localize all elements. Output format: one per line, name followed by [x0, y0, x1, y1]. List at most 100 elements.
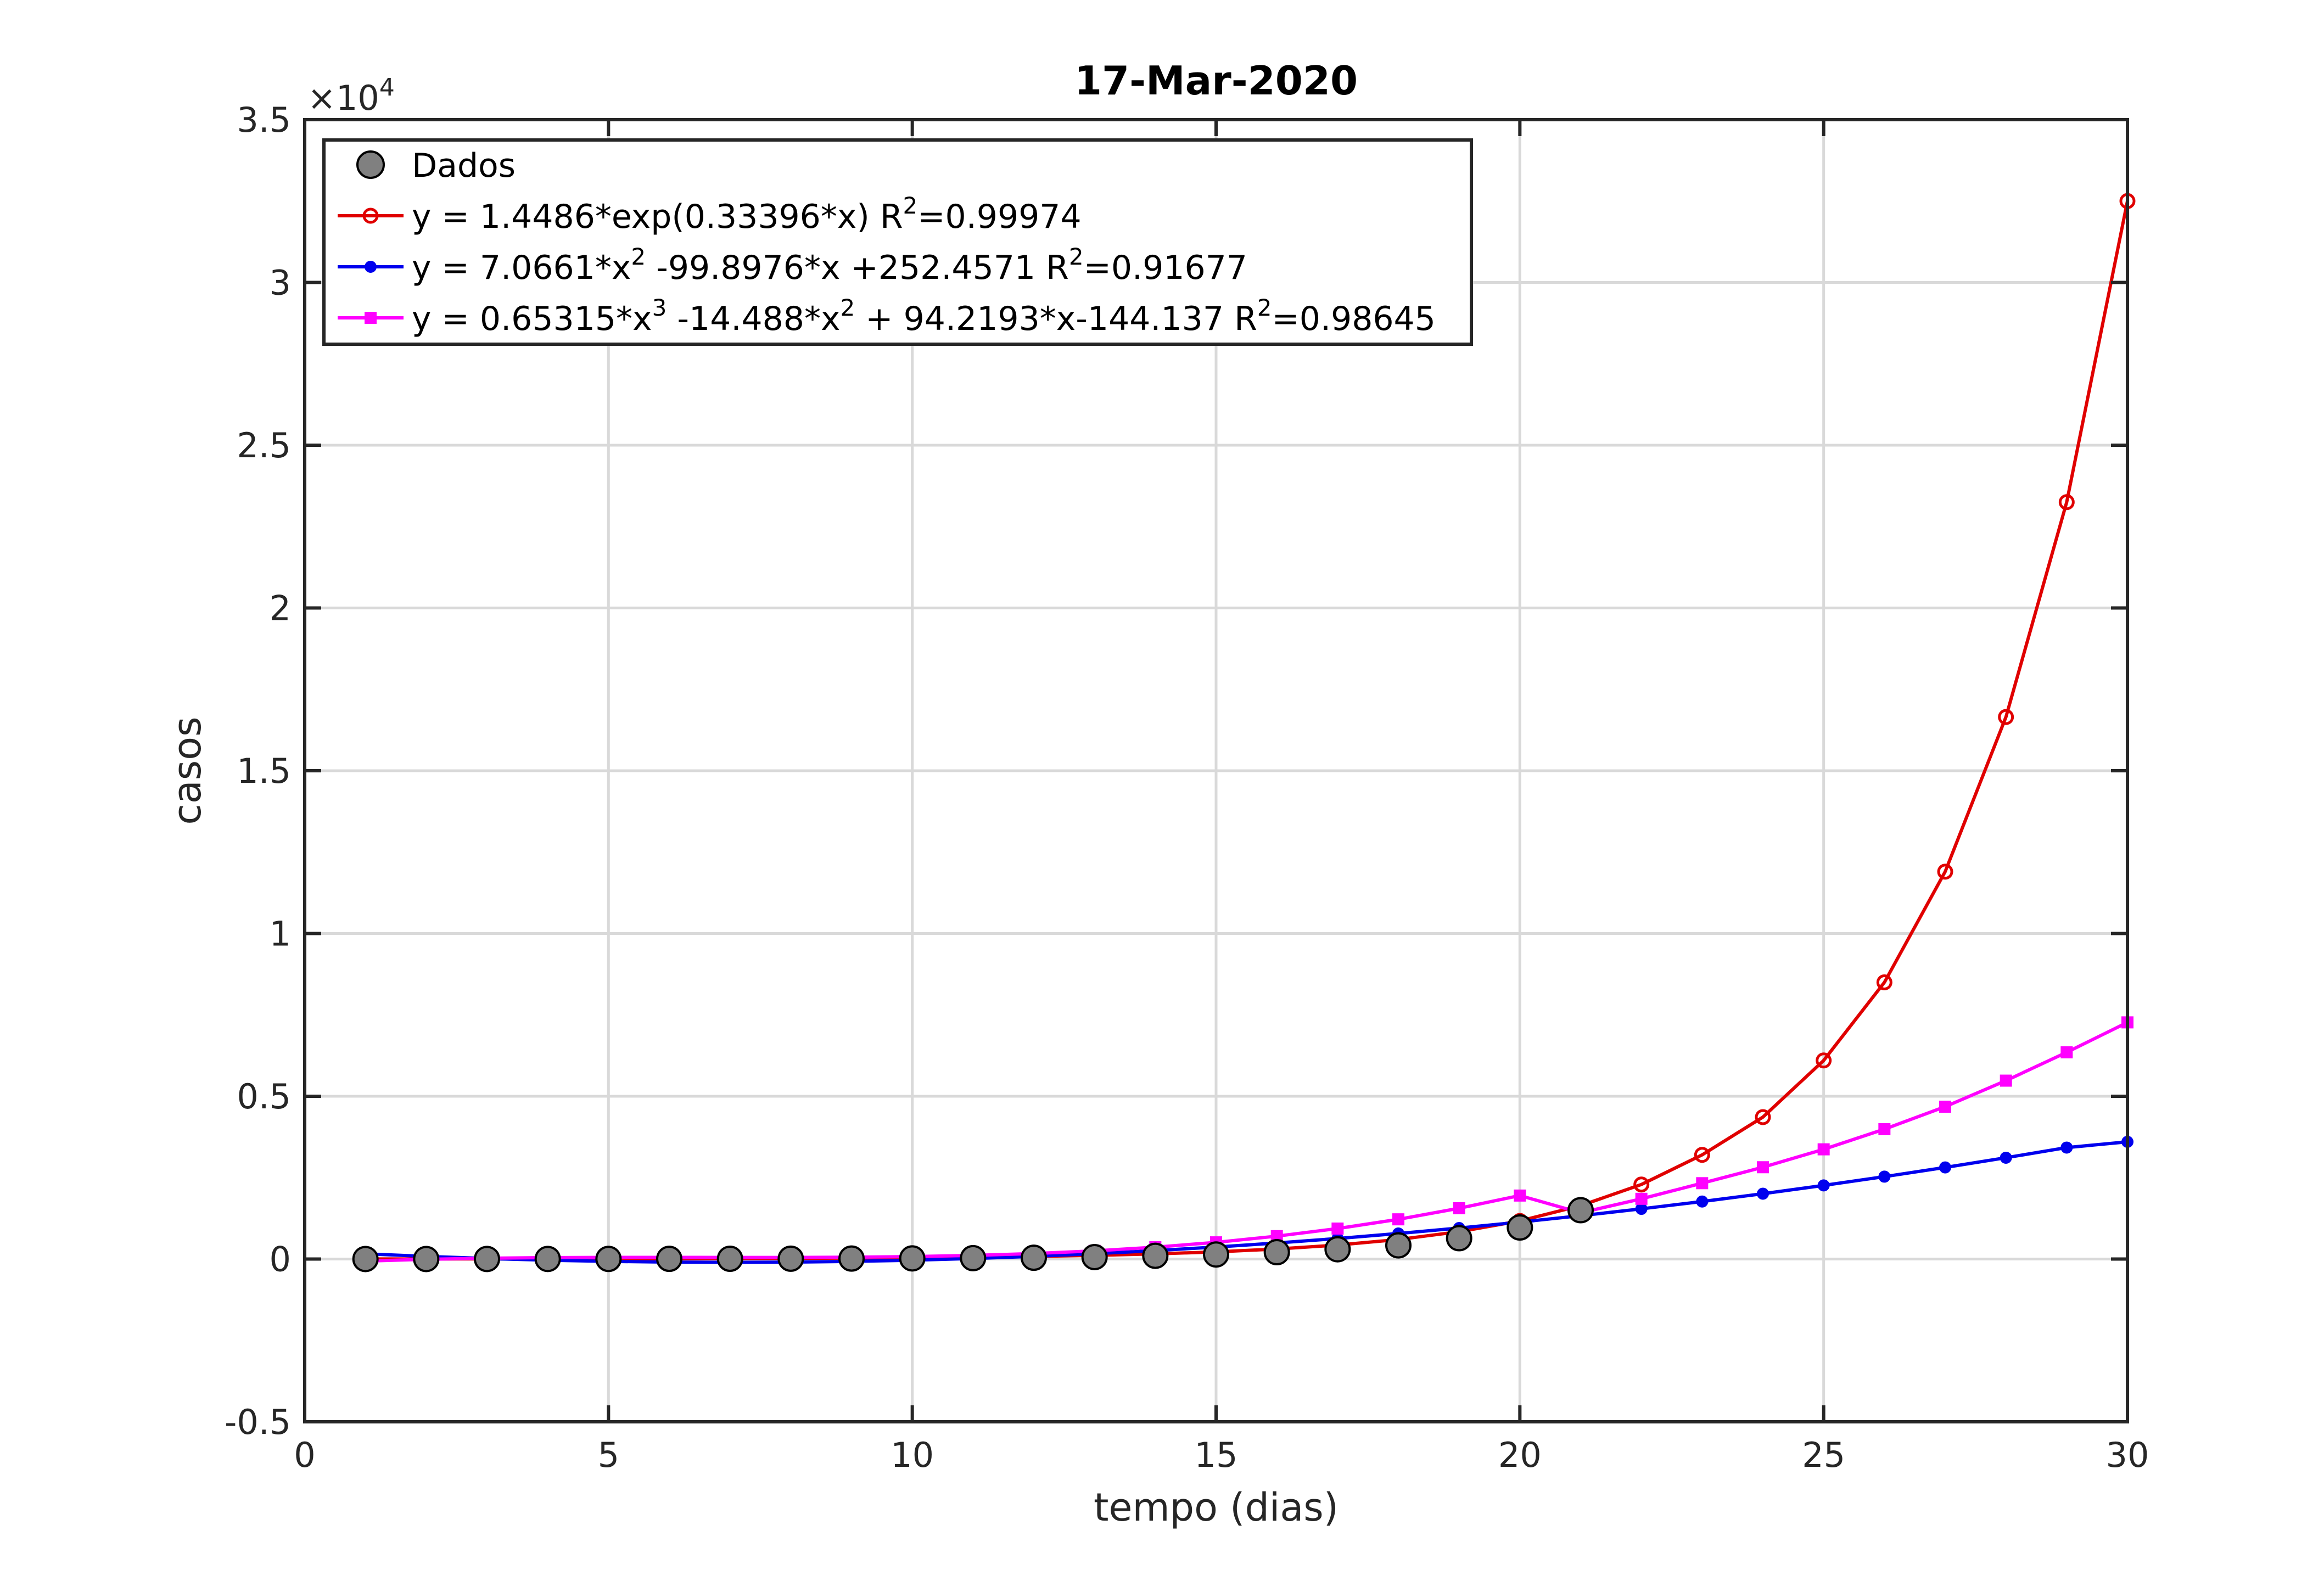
- legend-label-text: y = 0.65315*x: [412, 300, 652, 338]
- legend-label: Dados: [412, 147, 516, 185]
- y-tick-label: 3: [270, 263, 291, 303]
- y-exponent-power: 4: [379, 74, 395, 102]
- cubic-point: [1696, 1177, 1709, 1190]
- legend-item-dados: Dados: [356, 147, 516, 185]
- dados-point: [1081, 1243, 1108, 1270]
- cubic-point: [365, 312, 377, 324]
- dados-point: [595, 1246, 622, 1272]
- dados-point: [1263, 1239, 1290, 1266]
- legend-label-superscript: 2: [1069, 243, 1084, 270]
- legend: Dados y = 1.4486*exp(0.33396*x) R2​=0.999…: [322, 138, 1473, 346]
- cubic-point: [2000, 1074, 2012, 1087]
- y-axis-label: casos: [165, 716, 210, 825]
- y-tick-label: 0: [270, 1240, 291, 1280]
- y-tick-label: 1: [270, 914, 291, 954]
- legend-label-text: -14.488*x: [667, 300, 840, 338]
- cubic-point: [1939, 1100, 1951, 1113]
- x-tick-label: 10: [891, 1435, 934, 1475]
- y-tick-label: 0.5: [237, 1077, 291, 1117]
- dados-point: [899, 1245, 926, 1272]
- cubic-point: [1878, 1123, 1891, 1135]
- cubic-point: [1392, 1213, 1404, 1226]
- dados-point: [534, 1246, 561, 1272]
- dados-point: [1142, 1242, 1169, 1269]
- dados-point: [1385, 1232, 1412, 1259]
- y-tick-label: 2.5: [237, 425, 291, 466]
- legend-label-text: =0.98645: [1272, 300, 1436, 338]
- y-exponent-base: ×10: [307, 78, 379, 118]
- quad-point: [2000, 1151, 2012, 1164]
- quad-point: [1817, 1179, 1830, 1192]
- dados-point: [1021, 1244, 1047, 1271]
- dados-point: [1567, 1197, 1594, 1224]
- quad-point: [1878, 1170, 1891, 1183]
- dados-point: [1203, 1241, 1229, 1268]
- quad-point: [1939, 1161, 1951, 1174]
- exp-point: [1998, 709, 2014, 725]
- legend-label-superscript: 3: [652, 294, 667, 321]
- quad-point: [1635, 1203, 1648, 1215]
- exp-point: [1816, 1052, 1832, 1069]
- legend-label-superscript: 2: [840, 294, 855, 321]
- dados-point: [656, 1246, 682, 1272]
- legend-label-text: -99.8976*x +252.4571 R: [646, 249, 1069, 287]
- x-tick-label: 5: [598, 1435, 619, 1475]
- y-tick-label: -0.5: [225, 1402, 291, 1442]
- dados-point: [352, 1246, 379, 1272]
- quad-point: [1696, 1195, 1709, 1208]
- dados-point: [474, 1246, 500, 1272]
- dados-point: [413, 1246, 440, 1272]
- legend-label-superscript: 2: [1257, 294, 1272, 321]
- cubic-point: [1757, 1161, 1769, 1174]
- legend-item-exp: y = 1.4486*exp(0.33396*x) R2​=0.99974: [338, 192, 1082, 236]
- legend-label: y = 0.65315*x3​ -14.488*x2​ + 94.2193*x-…: [412, 294, 1436, 338]
- dados-point: [1324, 1236, 1351, 1263]
- legend-label-text: =0.91677: [1084, 249, 1247, 287]
- dados-series: [352, 1197, 1594, 1272]
- legend-label-text: + 94.2193*x-144.137 R: [855, 300, 1257, 338]
- legend-label-text: y = 1.4486*exp(0.33396*x) R: [412, 198, 903, 236]
- x-tick-label: 20: [1498, 1435, 1542, 1475]
- dados-point: [1507, 1214, 1533, 1241]
- cubic-point: [1453, 1202, 1465, 1214]
- legend-label: y = 7.0661*x2​ -99.8976*x +252.4571 R2​=…: [412, 243, 1247, 287]
- legend-box: [322, 138, 1473, 346]
- legend-label-text: =0.99974: [917, 198, 1081, 236]
- cubic-point: [1514, 1189, 1526, 1202]
- cubic-point: [1817, 1143, 1830, 1156]
- exp-point: [1876, 974, 1892, 990]
- exp-point: [1755, 1109, 1771, 1125]
- legend-label-superscript: 2: [903, 192, 918, 219]
- quad-point: [1757, 1187, 1769, 1200]
- legend-label: y = 1.4486*exp(0.33396*x) R2​=0.99974: [412, 192, 1082, 236]
- legend-label-text: y = 7.0661*x: [412, 249, 631, 287]
- exp-point: [1937, 864, 1953, 880]
- dados-point: [960, 1244, 987, 1271]
- legend-label-text: Dados: [412, 147, 516, 185]
- dados-point: [356, 150, 385, 179]
- dados-point: [838, 1245, 865, 1272]
- legend-item-quad: y = 7.0661*x2​ -99.8976*x +252.4571 R2​=…: [338, 243, 1247, 287]
- y-tick-label: 3.5: [237, 100, 291, 140]
- x-tick-label: 30: [2106, 1435, 2149, 1475]
- legend-item-cubic: y = 0.65315*x3​ -14.488*x2​ + 94.2193*x-…: [338, 294, 1436, 338]
- y-tick-label: 1.5: [237, 751, 291, 791]
- exp-point: [2058, 494, 2075, 511]
- tick-layer: 0 5 10 15 20 25 30-0.500.511.522.533.5: [225, 100, 2149, 1475]
- dados-point: [777, 1245, 804, 1272]
- x-tick-label: 25: [1802, 1435, 1845, 1475]
- cubic-point: [1635, 1192, 1648, 1205]
- exp-point: [1633, 1176, 1650, 1193]
- chart-title: 17-Mar-2020: [1074, 58, 1358, 104]
- cubic-point: [2060, 1046, 2073, 1058]
- exp-point: [362, 208, 379, 224]
- quad-point: [365, 261, 377, 273]
- cubic-point: [1331, 1222, 1344, 1235]
- dados-point: [716, 1246, 743, 1272]
- series-layer: [352, 193, 2136, 1272]
- y-exponent: ×104: [307, 74, 395, 118]
- legend-label-superscript: 2: [631, 243, 646, 270]
- y-tick-label: 2: [270, 588, 291, 629]
- x-axis-label: tempo (dias): [1094, 1485, 1339, 1530]
